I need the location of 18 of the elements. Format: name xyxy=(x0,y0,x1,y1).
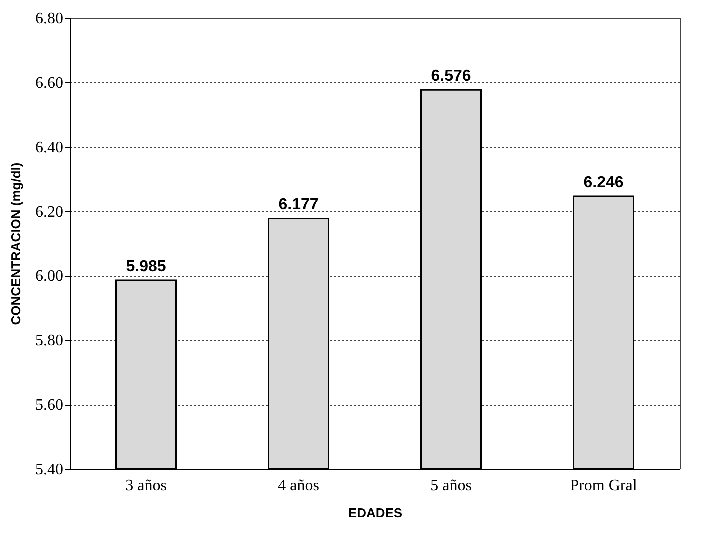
y-tick-label: 5.80 xyxy=(36,332,64,350)
y-tick-label: 6.60 xyxy=(36,74,64,92)
x-axis-title: EDADES xyxy=(348,506,403,520)
data-label: 6.576 xyxy=(431,68,472,86)
data-label: 6.177 xyxy=(278,196,319,214)
data-label: 6.246 xyxy=(584,174,624,192)
y-tick-label: 6.00 xyxy=(36,268,64,286)
data-label: 5.985 xyxy=(126,258,166,276)
x-tick-label: 4 años xyxy=(278,478,320,494)
x-tick-label: 3 años xyxy=(126,478,167,494)
y-tick-label: 6.80 xyxy=(36,10,64,28)
y-tick-label: 5.60 xyxy=(36,397,64,414)
x-tick-label: Prom Gral xyxy=(570,478,638,494)
x-tick-label: 5 años xyxy=(430,478,472,494)
y-tick-label: 6.40 xyxy=(36,139,64,156)
y-tick-label: 6.20 xyxy=(36,204,64,221)
y-axis-title: CONCENTRACION (mg/dl) xyxy=(8,162,24,326)
y-tick-label: 5.40 xyxy=(36,462,64,478)
